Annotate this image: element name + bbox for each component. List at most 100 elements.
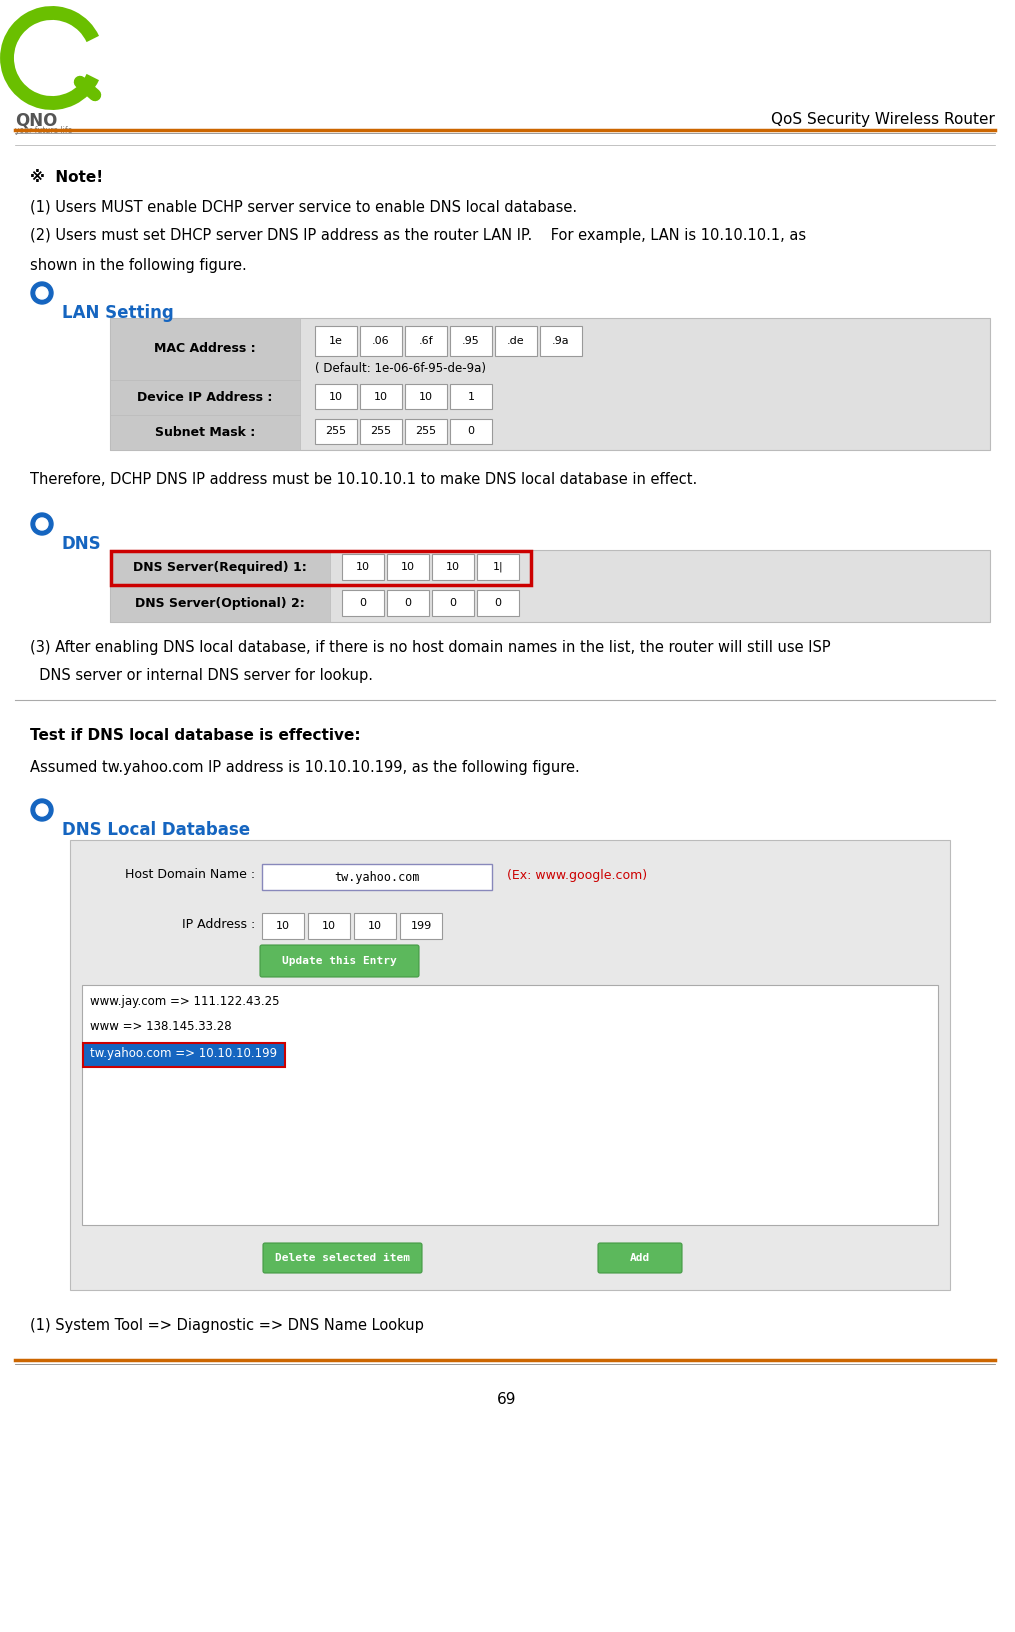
Text: 10: 10 xyxy=(368,920,382,930)
Text: 10: 10 xyxy=(276,920,290,930)
Text: Assumed tw.yahoo.com IP address is 10.10.10.199, as the following figure.: Assumed tw.yahoo.com IP address is 10.10… xyxy=(30,761,580,775)
FancyBboxPatch shape xyxy=(315,384,357,410)
FancyBboxPatch shape xyxy=(84,1044,284,1066)
Text: DNS server or internal DNS server for lookup.: DNS server or internal DNS server for lo… xyxy=(30,667,373,684)
Text: tw.yahoo.com: tw.yahoo.com xyxy=(334,870,420,883)
Text: tw.yahoo.com => 10.10.10.199: tw.yahoo.com => 10.10.10.199 xyxy=(90,1046,277,1059)
FancyBboxPatch shape xyxy=(262,912,304,938)
Text: 10: 10 xyxy=(446,561,460,571)
FancyBboxPatch shape xyxy=(342,591,384,615)
FancyBboxPatch shape xyxy=(308,912,350,938)
Text: ( Default: 1e-06-6f-95-de-9a): ( Default: 1e-06-6f-95-de-9a) xyxy=(315,362,486,375)
Text: 1: 1 xyxy=(468,392,474,401)
Circle shape xyxy=(31,800,53,821)
Text: 255: 255 xyxy=(326,426,346,436)
FancyBboxPatch shape xyxy=(598,1244,682,1273)
Text: Delete selected item: Delete selected item xyxy=(275,1253,410,1263)
Text: QNO: QNO xyxy=(15,113,58,131)
Text: .95: .95 xyxy=(462,336,480,346)
Text: 10: 10 xyxy=(322,920,336,930)
Text: MAC Address :: MAC Address : xyxy=(154,343,256,356)
FancyBboxPatch shape xyxy=(315,419,357,444)
FancyBboxPatch shape xyxy=(405,384,447,410)
Text: (1) System Tool => Diagnostic => DNS Name Lookup: (1) System Tool => Diagnostic => DNS Nam… xyxy=(30,1319,424,1333)
Text: 255: 255 xyxy=(415,426,436,436)
FancyBboxPatch shape xyxy=(70,840,950,1289)
Text: DNS: DNS xyxy=(62,535,102,553)
Text: 0: 0 xyxy=(450,597,457,609)
Text: 10: 10 xyxy=(356,561,370,571)
Text: www.jay.com => 111.122.43.25: www.jay.com => 111.122.43.25 xyxy=(90,994,279,1007)
FancyBboxPatch shape xyxy=(110,415,300,450)
FancyBboxPatch shape xyxy=(360,326,402,356)
FancyBboxPatch shape xyxy=(405,419,447,444)
Circle shape xyxy=(36,287,48,299)
FancyBboxPatch shape xyxy=(262,863,492,889)
Text: 1|: 1| xyxy=(492,561,503,573)
FancyBboxPatch shape xyxy=(432,591,474,615)
Text: .06: .06 xyxy=(373,336,390,346)
FancyBboxPatch shape xyxy=(477,553,519,579)
FancyBboxPatch shape xyxy=(110,318,990,450)
Text: Subnet Mask :: Subnet Mask : xyxy=(155,426,255,439)
FancyBboxPatch shape xyxy=(432,553,474,579)
FancyBboxPatch shape xyxy=(405,326,447,356)
FancyBboxPatch shape xyxy=(387,553,429,579)
FancyBboxPatch shape xyxy=(260,945,419,978)
Text: Host Domain Name :: Host Domain Name : xyxy=(125,868,255,881)
FancyBboxPatch shape xyxy=(450,419,492,444)
Text: www => 138.145.33.28: www => 138.145.33.28 xyxy=(90,1020,231,1033)
Text: Add: Add xyxy=(630,1253,651,1263)
Text: 10: 10 xyxy=(329,392,343,401)
Text: 10: 10 xyxy=(401,561,415,571)
FancyBboxPatch shape xyxy=(360,419,402,444)
FancyBboxPatch shape xyxy=(354,912,396,938)
Text: Therefore, DCHP DNS IP address must be 10.10.10.1 to make DNS local database in : Therefore, DCHP DNS IP address must be 1… xyxy=(30,472,697,486)
Text: 199: 199 xyxy=(410,920,431,930)
Text: (2) Users must set DHCP server DNS IP address as the router LAN IP.    For examp: (2) Users must set DHCP server DNS IP ad… xyxy=(30,228,806,243)
Text: Device IP Address :: Device IP Address : xyxy=(137,392,273,405)
FancyBboxPatch shape xyxy=(450,384,492,410)
Circle shape xyxy=(36,805,48,816)
FancyBboxPatch shape xyxy=(495,326,537,356)
Text: .6f: .6f xyxy=(418,336,433,346)
Text: 0: 0 xyxy=(405,597,411,609)
FancyBboxPatch shape xyxy=(477,591,519,615)
FancyBboxPatch shape xyxy=(110,380,300,415)
Circle shape xyxy=(31,512,53,535)
FancyBboxPatch shape xyxy=(360,384,402,410)
Text: 255: 255 xyxy=(370,426,392,436)
FancyBboxPatch shape xyxy=(342,553,384,579)
FancyBboxPatch shape xyxy=(110,550,990,622)
FancyBboxPatch shape xyxy=(315,326,357,356)
Text: 69: 69 xyxy=(497,1392,517,1407)
Text: (1) Users MUST enable DCHP server service to enable DNS local database.: (1) Users MUST enable DCHP server servic… xyxy=(30,201,578,215)
Text: .9a: .9a xyxy=(552,336,569,346)
Text: 10: 10 xyxy=(374,392,388,401)
Text: ※  Note!: ※ Note! xyxy=(30,170,104,184)
Text: 0: 0 xyxy=(359,597,366,609)
Text: 10: 10 xyxy=(419,392,433,401)
Text: 0: 0 xyxy=(468,426,474,436)
FancyBboxPatch shape xyxy=(540,326,582,356)
Circle shape xyxy=(36,517,48,530)
Text: IP Address :: IP Address : xyxy=(182,919,255,932)
Text: LAN Setting: LAN Setting xyxy=(62,304,174,322)
Circle shape xyxy=(31,282,53,304)
FancyBboxPatch shape xyxy=(110,318,300,380)
FancyBboxPatch shape xyxy=(110,550,330,586)
Text: (3) After enabling DNS local database, if there is no host domain names in the l: (3) After enabling DNS local database, i… xyxy=(30,640,830,654)
FancyBboxPatch shape xyxy=(263,1244,422,1273)
FancyBboxPatch shape xyxy=(400,912,442,938)
Text: your future life: your future life xyxy=(15,126,72,135)
FancyBboxPatch shape xyxy=(82,986,938,1226)
Text: DNS Server(Required) 1:: DNS Server(Required) 1: xyxy=(133,561,307,574)
Text: 0: 0 xyxy=(494,597,501,609)
Text: DNS Local Database: DNS Local Database xyxy=(62,821,250,839)
Text: QoS Security Wireless Router: QoS Security Wireless Router xyxy=(771,113,995,127)
Text: shown in the following figure.: shown in the following figure. xyxy=(30,258,247,273)
FancyBboxPatch shape xyxy=(387,591,429,615)
FancyBboxPatch shape xyxy=(110,586,330,622)
Text: .de: .de xyxy=(508,336,525,346)
Text: (Ex: www.google.com): (Ex: www.google.com) xyxy=(508,868,648,881)
